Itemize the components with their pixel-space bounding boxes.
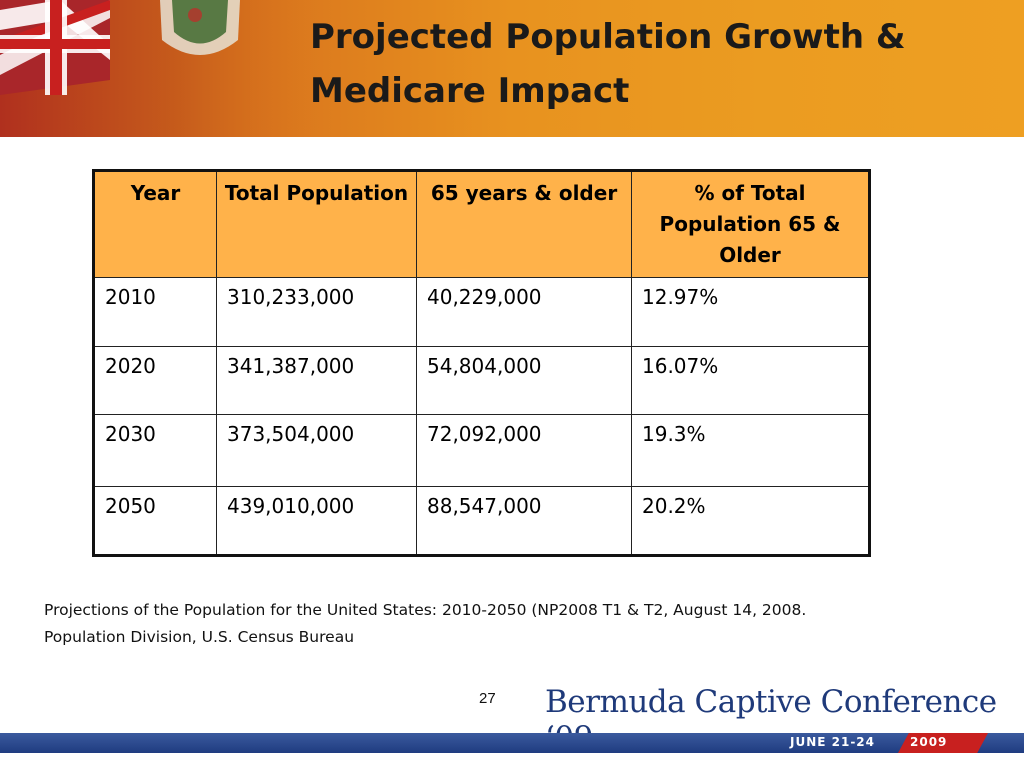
- header-banner: Projected Population Growth & Medicare I…: [0, 0, 1024, 137]
- cell-year: 2050: [93, 486, 217, 556]
- header-65-older: 65 years & older: [416, 170, 632, 278]
- bermuda-flag-icon: [0, 0, 320, 137]
- footer-red-tab: [898, 733, 988, 753]
- cell-percent: 19.3%: [631, 414, 870, 487]
- cell-percent: 12.97%: [631, 277, 870, 347]
- cell-year: 2020: [93, 346, 217, 415]
- table-row: 2010 310,233,000 40,229,000 12.97%: [93, 277, 870, 347]
- cell-total: 373,504,000: [216, 414, 417, 487]
- cell-total: 310,233,000: [216, 277, 417, 347]
- cell-percent: 16.07%: [631, 346, 870, 415]
- cell-older: 72,092,000: [416, 414, 632, 487]
- cell-year: 2030: [93, 414, 217, 487]
- title-line-2: Medicare Impact: [310, 71, 630, 111]
- cell-total: 439,010,000: [216, 486, 417, 556]
- table-row: 2020 341,387,000 54,804,000 16.07%: [93, 346, 870, 415]
- cell-older: 40,229,000: [416, 277, 632, 347]
- header-total-population: Total Population: [216, 170, 417, 278]
- table-row: 2050 439,010,000 88,547,000 20.2%: [93, 486, 870, 556]
- slide-title: Projected Population Growth & Medicare I…: [310, 10, 1010, 118]
- cell-percent: 20.2%: [631, 486, 870, 556]
- table-row: 2030 373,504,000 72,092,000 19.3%: [93, 414, 870, 487]
- conference-year: 2009: [910, 735, 948, 749]
- cell-year: 2010: [93, 277, 217, 347]
- cell-older: 54,804,000: [416, 346, 632, 415]
- cell-older: 88,547,000: [416, 486, 632, 556]
- source-line-1: Projections of the Population for the Un…: [44, 601, 807, 619]
- source-line-2: Population Division, U.S. Census Bureau: [44, 628, 355, 646]
- footer-bar: JUNE 21-24 2009: [0, 733, 1024, 753]
- conference-dates: JUNE 21-24: [790, 735, 876, 749]
- cell-total: 341,387,000: [216, 346, 417, 415]
- header-percent-65-older: % of Total Population 65 & Older: [631, 170, 870, 278]
- source-citation: Projections of the Population for the Un…: [44, 597, 1004, 651]
- header-year: Year: [93, 170, 217, 278]
- table-header-row: Year Total Population 65 years & older %…: [93, 170, 870, 278]
- title-line-1: Projected Population Growth &: [310, 17, 906, 57]
- page-number: 27: [479, 690, 496, 707]
- population-table-container: Year Total Population 65 years & older %…: [92, 169, 871, 557]
- population-table: Year Total Population 65 years & older %…: [92, 169, 871, 557]
